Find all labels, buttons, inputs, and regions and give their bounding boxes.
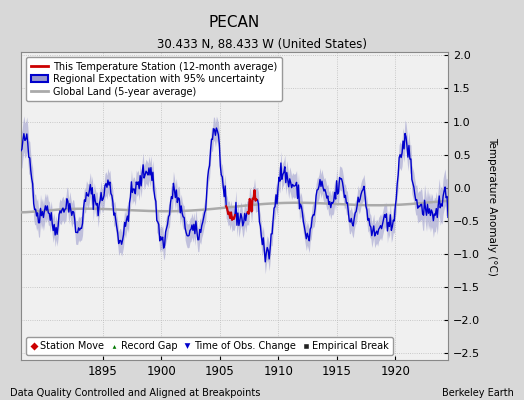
Legend: Station Move, Record Gap, Time of Obs. Change, Empirical Break: Station Move, Record Gap, Time of Obs. C… — [26, 337, 393, 355]
Text: 30.433 N, 88.433 W (United States): 30.433 N, 88.433 W (United States) — [157, 38, 367, 51]
Y-axis label: Temperature Anomaly (°C): Temperature Anomaly (°C) — [487, 136, 497, 276]
Title: PECAN: PECAN — [209, 15, 260, 30]
Text: Data Quality Controlled and Aligned at Breakpoints: Data Quality Controlled and Aligned at B… — [10, 388, 261, 398]
Text: Berkeley Earth: Berkeley Earth — [442, 388, 514, 398]
